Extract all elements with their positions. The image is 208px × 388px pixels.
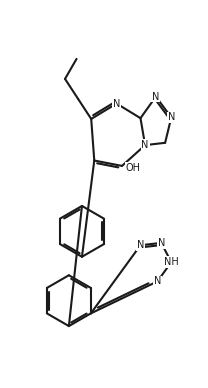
Text: OH: OH [125,163,140,173]
Text: N: N [152,92,160,102]
Text: N: N [154,276,161,286]
Text: N: N [141,140,149,150]
Text: NH: NH [164,257,179,267]
Text: N: N [168,113,175,122]
Text: N: N [113,99,120,109]
Text: N: N [137,240,144,250]
Text: N: N [158,238,165,248]
